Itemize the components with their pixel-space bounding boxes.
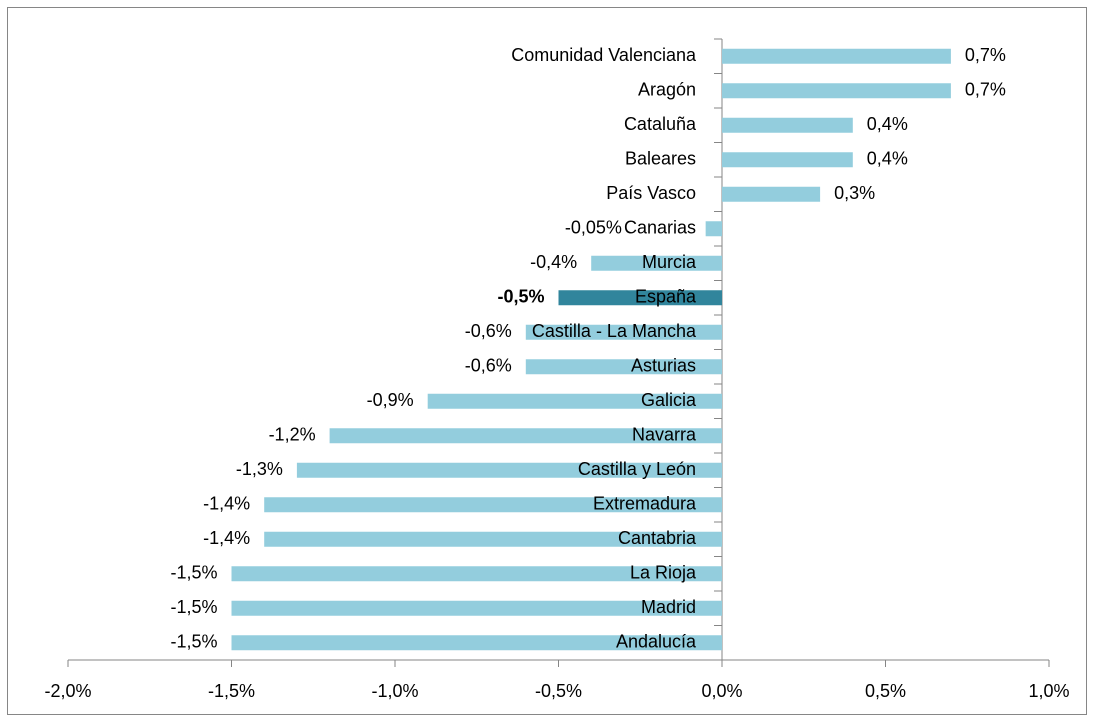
category-label: Madrid bbox=[641, 597, 696, 617]
value-label: 0,3% bbox=[834, 183, 875, 203]
value-label: -0,5% bbox=[497, 287, 544, 307]
bar bbox=[722, 186, 821, 202]
value-label: -1,4% bbox=[203, 528, 250, 548]
x-tick-label: -0,5% bbox=[535, 681, 582, 701]
bar bbox=[264, 531, 722, 547]
category-label: Murcia bbox=[642, 252, 697, 272]
value-label: -0,4% bbox=[530, 252, 577, 272]
x-tick-label: 0,0% bbox=[701, 681, 742, 701]
bar bbox=[296, 462, 722, 478]
category-label: Canarias bbox=[624, 218, 696, 238]
category-label: Asturias bbox=[631, 356, 696, 376]
x-tick-label: 1,0% bbox=[1028, 681, 1069, 701]
category-label: Cataluña bbox=[624, 114, 697, 134]
value-label: -1,4% bbox=[203, 494, 250, 514]
value-label: 0,7% bbox=[965, 80, 1006, 100]
category-label: Comunidad Valenciana bbox=[511, 45, 697, 65]
category-label: Cantabria bbox=[618, 528, 697, 548]
category-label: Castilla y León bbox=[578, 459, 696, 479]
bar bbox=[525, 359, 722, 375]
bar bbox=[427, 393, 722, 409]
category-label: Andalucía bbox=[616, 632, 697, 652]
category-label: España bbox=[635, 287, 697, 307]
bar bbox=[264, 497, 722, 513]
bar bbox=[231, 600, 722, 616]
bar bbox=[722, 48, 951, 64]
value-label: -1,3% bbox=[236, 459, 283, 479]
x-tick-label: 0,5% bbox=[865, 681, 906, 701]
category-label: Baleares bbox=[625, 149, 696, 169]
value-label: -0,6% bbox=[465, 356, 512, 376]
x-tick-label: -1,0% bbox=[371, 681, 418, 701]
value-label: 0,4% bbox=[867, 114, 908, 134]
bar bbox=[231, 635, 722, 651]
category-label: Aragón bbox=[638, 80, 696, 100]
value-label: 0,7% bbox=[965, 45, 1006, 65]
bar bbox=[558, 290, 722, 306]
bar bbox=[722, 152, 853, 168]
value-label: -1,5% bbox=[170, 563, 217, 583]
value-label: -0,05% bbox=[565, 218, 622, 238]
bar bbox=[591, 255, 722, 271]
value-label: -1,5% bbox=[170, 632, 217, 652]
category-label: Extremadura bbox=[593, 494, 697, 514]
value-label: 0,4% bbox=[867, 149, 908, 169]
value-label: -1,2% bbox=[269, 425, 316, 445]
value-label: -0,6% bbox=[465, 321, 512, 341]
bar bbox=[705, 221, 722, 237]
value-label: -0,9% bbox=[367, 390, 414, 410]
category-label: Navarra bbox=[632, 425, 697, 445]
category-label: Castilla - La Mancha bbox=[532, 321, 697, 341]
bar bbox=[525, 324, 722, 340]
category-label: Galicia bbox=[641, 390, 697, 410]
category-label: La Rioja bbox=[630, 563, 697, 583]
bar bbox=[722, 83, 951, 99]
category-label: País Vasco bbox=[606, 183, 696, 203]
bar bbox=[231, 566, 722, 582]
x-tick-label: -2,0% bbox=[44, 681, 91, 701]
value-label: -1,5% bbox=[170, 597, 217, 617]
bar bbox=[329, 428, 722, 444]
x-tick-label: -1,5% bbox=[208, 681, 255, 701]
bar bbox=[722, 117, 853, 133]
